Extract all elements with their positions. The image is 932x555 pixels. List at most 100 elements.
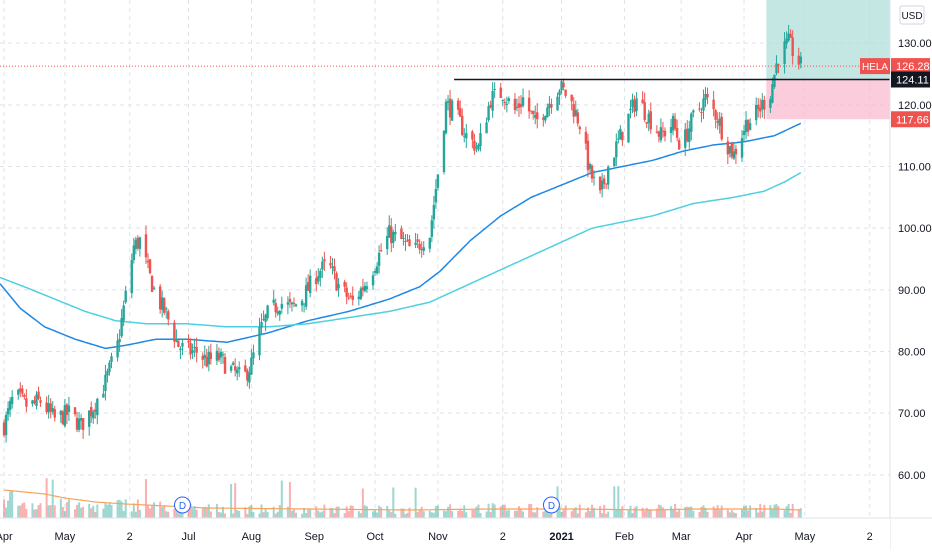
price-tick-label: 120.00 [898, 100, 932, 112]
candle-body [39, 400, 42, 403]
stop-price-tag-label: 117.66 [896, 114, 929, 126]
volume-bar [578, 504, 581, 518]
currency-label: USD [901, 11, 922, 22]
candle-body [420, 249, 423, 251]
candle-body [783, 41, 786, 64]
volume-bar [743, 506, 746, 518]
candle-body [17, 389, 20, 395]
volume-bar [487, 503, 490, 518]
candle-body [536, 112, 539, 120]
volume-bar [390, 512, 393, 518]
candle-body [205, 356, 208, 367]
candle-body [90, 406, 93, 417]
candle-body [201, 355, 204, 360]
dividend-marker-icon [173, 496, 191, 514]
volume-bar [234, 483, 237, 518]
volume-bar [700, 506, 703, 518]
candle-body [390, 226, 393, 244]
candle-body [394, 231, 397, 235]
candle-body [152, 287, 156, 289]
candle-body [150, 275, 154, 292]
candle-body [392, 231, 395, 243]
candle-body [167, 311, 170, 320]
candle-body [627, 113, 630, 143]
volume-bar [343, 513, 346, 518]
volume-bar [276, 511, 279, 518]
volume-bar [635, 506, 638, 518]
candle-body [363, 285, 367, 292]
currency-box [899, 5, 925, 25]
volume-bar [670, 506, 673, 518]
volume-bar [422, 511, 425, 518]
candle-body [272, 299, 275, 303]
candle-body [260, 322, 263, 328]
volume-bar [627, 510, 630, 518]
volume-bar [773, 504, 776, 518]
candles [2, 25, 802, 443]
candle-body [195, 347, 198, 353]
candle-body [617, 138, 620, 140]
volume-bar [645, 507, 648, 518]
volume-bar [601, 513, 604, 518]
volume-bar [550, 513, 553, 518]
volume-bar [303, 507, 306, 518]
volume-bar [643, 511, 646, 518]
candle-body [677, 140, 681, 150]
candle-body [604, 183, 608, 185]
volume-bar [363, 505, 366, 518]
volume-bar [615, 508, 618, 518]
candle-body [773, 74, 776, 88]
candle-body [456, 100, 460, 110]
candle-body [493, 88, 496, 90]
candle-body [49, 403, 52, 412]
volume-bar [558, 506, 561, 518]
volume-bar [489, 512, 492, 518]
volume-bar [741, 509, 744, 518]
volume-bar [380, 507, 383, 518]
candle-body [189, 343, 192, 355]
volume-bar [63, 510, 66, 518]
volume-bar [783, 510, 786, 518]
candle-body [550, 104, 553, 108]
candle-body [8, 400, 12, 411]
price-tick-label: 130.00 [898, 38, 932, 50]
candle-body [578, 126, 582, 130]
candle-body [544, 116, 547, 121]
volume-bar [78, 502, 81, 518]
candle-body [430, 220, 434, 237]
candle-body [4, 414, 8, 436]
candle-body [769, 99, 772, 108]
candle-body [787, 33, 790, 41]
volume-bar [323, 504, 326, 518]
candle-body [702, 98, 705, 111]
time-tick-label: Oct [366, 531, 383, 543]
candle-body [173, 322, 176, 342]
volume-bar [294, 512, 297, 518]
volume-bar [136, 499, 139, 518]
candle-body [175, 339, 178, 342]
volume-bar [23, 502, 26, 518]
candle-body [116, 340, 119, 358]
grid-layer [0, 0, 890, 518]
volume-bar [33, 509, 36, 518]
volume-bar [686, 506, 689, 518]
candle-body [669, 127, 673, 133]
volume-bar [564, 505, 567, 518]
candle-body [700, 111, 703, 114]
volume-bar [252, 512, 255, 518]
candle-body [319, 270, 322, 278]
candle-body [757, 104, 760, 110]
candle-body [586, 140, 590, 171]
volume-bar [605, 513, 608, 518]
time-tick-label: May [54, 531, 75, 543]
candle-body [264, 314, 267, 322]
candle-body [588, 164, 592, 169]
candle-body [53, 409, 56, 418]
candle-body [590, 165, 594, 179]
candle-body [238, 367, 241, 370]
candle-body [63, 405, 67, 427]
volume-bar [173, 508, 176, 518]
volume-bar [584, 512, 587, 518]
volume-bar [203, 506, 206, 518]
